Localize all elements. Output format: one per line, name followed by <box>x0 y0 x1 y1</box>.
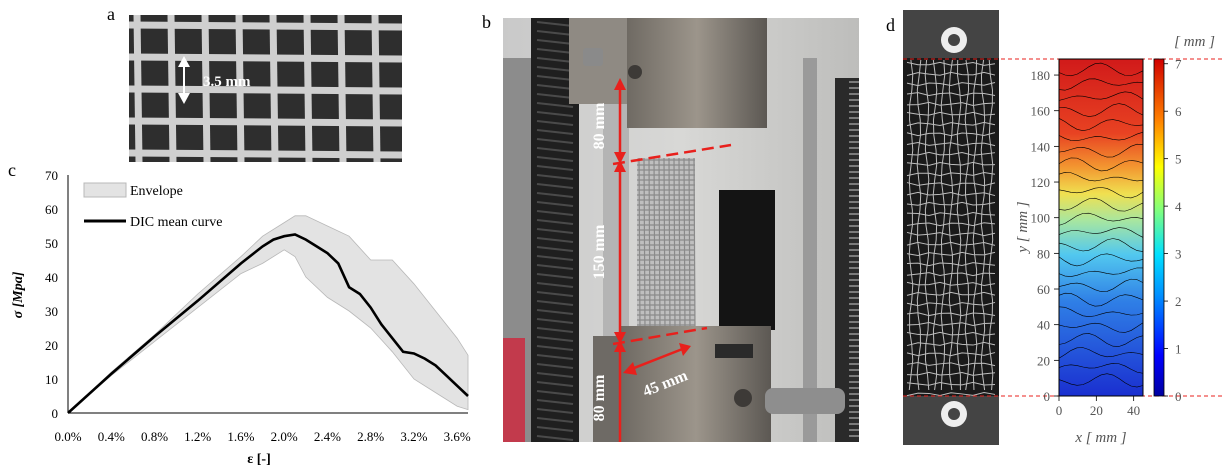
map-ytick-label: 160 <box>1031 104 1051 119</box>
map-ylabel: y [ mm ] <box>1015 201 1031 254</box>
map-ytick-label: 40 <box>1037 318 1050 333</box>
map-xtick-label: 40 <box>1127 403 1140 418</box>
tensile-test-photo: 80 mm 150 mm 80 mm 45 mm <box>503 18 859 442</box>
panel-b-label: b <box>482 12 491 32</box>
map-ytick-label: 100 <box>1031 211 1051 226</box>
chart-xtick-label: 1.6% <box>227 429 254 444</box>
mesh-spacing-label: 3.5 mm <box>203 74 251 90</box>
colorbar-unit: [ mm ] <box>1174 34 1215 50</box>
envelope-area <box>67 215 469 414</box>
chart-xtick-label: 2.4% <box>314 429 341 444</box>
colorbar-tick-label: 0 <box>1175 389 1182 404</box>
chart-ytick-label: 30 <box>45 304 58 319</box>
colorbar-tick-label: 2 <box>1175 294 1182 309</box>
chart-ytick-label: 20 <box>45 338 58 353</box>
chart-xtick-label: 2.8% <box>357 429 384 444</box>
chart-xlabel: ε [-] <box>247 452 270 465</box>
colorbar-tick-label: 4 <box>1175 199 1182 214</box>
colorbar-tick-label: 1 <box>1175 342 1182 357</box>
legend-envelope: Envelope <box>130 184 183 199</box>
dim-lower-80mm: 80 mm <box>591 374 608 421</box>
map-xlabel: x [ mm ] <box>1074 430 1126 445</box>
colorbar-tick-label: 5 <box>1175 152 1182 167</box>
displacement-field <box>1059 59 1143 396</box>
map-ytick-label: 180 <box>1031 68 1051 83</box>
chart-xtick-label: 0.4% <box>98 429 125 444</box>
chart-xtick-label: 3.6% <box>444 429 471 444</box>
panel-a-label: a <box>107 4 115 24</box>
map-ytick-label: 60 <box>1037 282 1050 297</box>
map-ytick-label: 0 <box>1044 389 1051 404</box>
dic-mean-curve <box>67 233 469 414</box>
chart-ytick-label: 60 <box>45 202 58 217</box>
chart-xtick-label: 2.0% <box>271 429 298 444</box>
chart-ytick-label: 0 <box>52 406 59 421</box>
chart-xtick-label: 0.0% <box>54 429 81 444</box>
stress-strain-chart: 0 10 20 30 40 50 60 70 0.0% 0.4% 0.8% 1.2% 1.6% 2.0%… <box>11 168 471 465</box>
colorbar-tick-label: 6 <box>1175 104 1182 119</box>
mesh-closeup-photo: 3.5 mm <box>129 15 402 162</box>
map-xtick-label: 0 <box>1056 403 1063 418</box>
dim-upper-80mm: 80 mm <box>591 102 608 149</box>
panel-c-label: c <box>8 160 16 180</box>
chart-ytick-label: 50 <box>45 236 58 251</box>
chart-xtick-label: 3.2% <box>400 429 427 444</box>
map-ytick-label: 20 <box>1037 353 1050 368</box>
chart-ylabel: σ [Mpa] <box>11 271 26 318</box>
chart-xtick-label: 1.2% <box>184 429 211 444</box>
chart-xtick-label: 0.8% <box>141 429 168 444</box>
chart-ytick-label: 70 <box>45 168 58 183</box>
dim-150mm: 150 mm <box>591 224 608 279</box>
legend-mean: DIC mean curve <box>130 215 223 230</box>
colorbar-tick-label: 7 <box>1175 57 1182 72</box>
map-ytick-label: 120 <box>1031 175 1051 190</box>
map-ytick-label: 80 <box>1037 246 1050 261</box>
map-xtick-label: 20 <box>1090 403 1103 418</box>
map-ytick-label: 140 <box>1031 139 1051 154</box>
legend-envelope-swatch <box>83 182 127 198</box>
colorbar <box>1153 58 1165 397</box>
panel-d-label: d <box>886 15 895 35</box>
colorbar-tick-label: 3 <box>1175 247 1182 262</box>
chart-ytick-label: 10 <box>45 372 58 387</box>
chart-ytick-label: 40 <box>45 270 58 285</box>
